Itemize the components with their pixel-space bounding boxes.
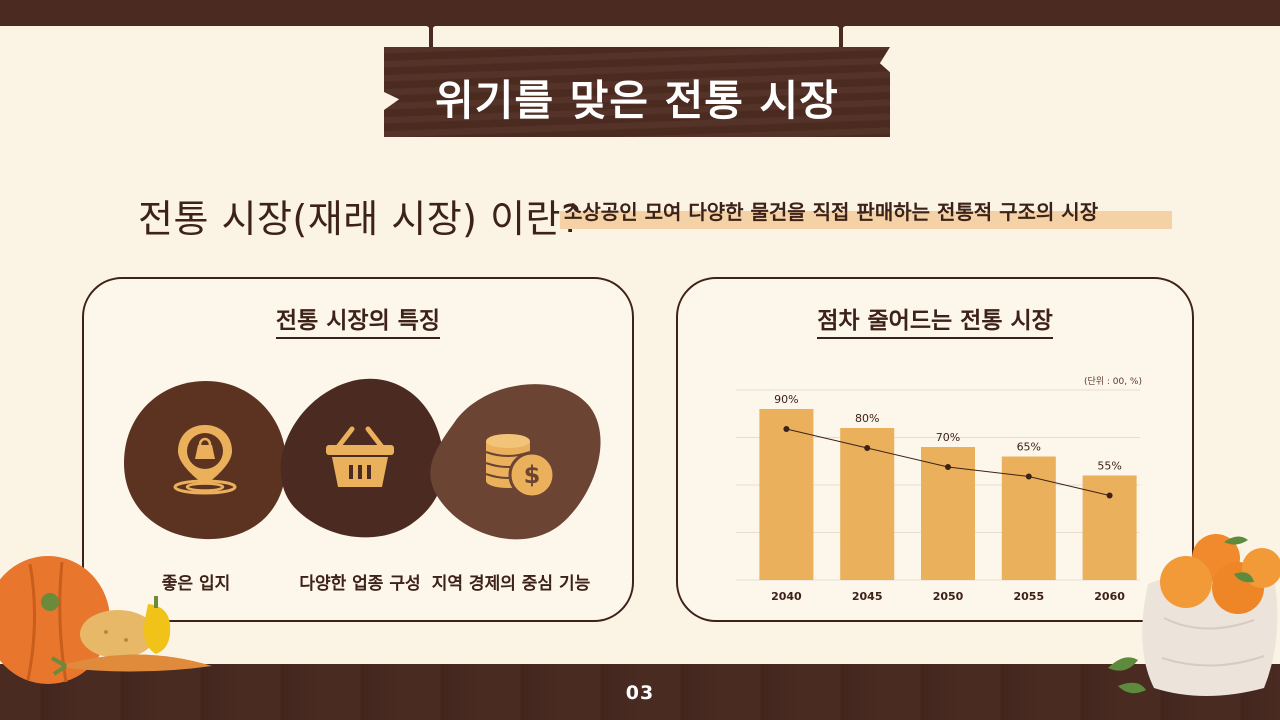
data-label-2040: 90% [774, 393, 798, 406]
bar-2040 [759, 409, 814, 580]
trend-point-2040 [783, 426, 790, 432]
intro-definition: 소상공인 모여 다양한 물건을 직접 판매하는 전통적 구조의 시장 [564, 200, 1099, 224]
data-label-2055: 65% [1017, 441, 1041, 454]
feature-label-location: 좋은 입지 [161, 574, 231, 594]
sign-rope-left [429, 20, 433, 50]
trend-point-2045 [864, 445, 871, 451]
data-label-2045: 80% [855, 412, 879, 425]
trend-point-2060 [1106, 492, 1113, 499]
feature-label-variety: 다양한 업종 구성 [299, 574, 421, 594]
definition-highlight [560, 211, 1172, 229]
tick-label-2060: 2060 [1094, 590, 1125, 603]
features-panel: 전통 시장의 특징 $ 좋은 입지 다양한 업종 구성 지역 [82, 277, 634, 622]
data-label-2050: 70% [936, 431, 960, 444]
coins-dollar-icon: $ [485, 434, 556, 499]
bottom-bar [0, 664, 1280, 720]
tick-label-2050: 2050 [933, 590, 964, 603]
vegetables-illustration [0, 556, 212, 684]
decline-title: 점차 줄어드는 전통 시장 [678, 301, 1192, 339]
features-title: 전통 시장의 특징 [84, 301, 632, 339]
tick-label-2040: 2040 [771, 590, 802, 603]
page-title: 위기를 맞은 전통 시장 [435, 76, 839, 125]
chart-unit-note: (단위 : 00, %) [1083, 377, 1142, 387]
sign-rope-right [839, 20, 843, 50]
tick-label-2055: 2055 [1013, 590, 1044, 603]
location-bag-icon [173, 425, 237, 495]
trend-point-2055 [1025, 473, 1032, 480]
oranges-sack-illustration [1108, 534, 1280, 696]
top-bar [0, 0, 1280, 26]
page-number: 03 [625, 682, 655, 704]
trend-point-2050 [945, 464, 951, 470]
title-sign: 위기를 맞은 전통 시장 [384, 47, 890, 137]
data-label-2060: 55% [1097, 460, 1121, 473]
feature-label-economy: 지역 경제의 중심 기능 [431, 574, 591, 594]
bar-2045 [840, 428, 895, 580]
intro-question: 전통 시장(재래 시장) 이란? [138, 197, 582, 241]
svg-text:$: $ [524, 461, 541, 489]
tick-label-2045: 2045 [852, 590, 883, 603]
basket-icon [326, 426, 394, 487]
decline-bar-chart: 90% 2040 80% 2045 70% 2050 65% 2055 55% 2060 [736, 389, 1140, 603]
